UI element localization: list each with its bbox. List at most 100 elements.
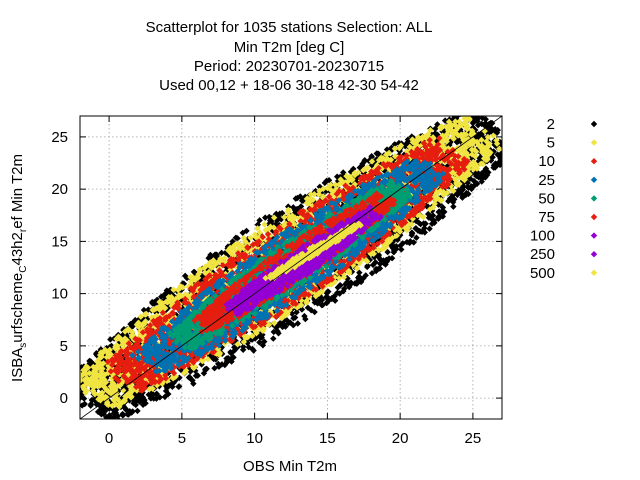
point-band-2-599 [340, 169, 347, 176]
point-band-2-1161 [453, 138, 461, 146]
point-band-2-2259 [267, 216, 274, 224]
point-band-2-352 [285, 203, 292, 210]
point-band-2-2061 [323, 299, 331, 306]
point-band-2-2269 [394, 236, 401, 244]
point-band-2-718 [333, 173, 341, 180]
point-band-2-1681 [469, 116, 471, 117]
point-band-2-1957 [511, 137, 517, 143]
point-band-2-1243 [132, 401, 139, 409]
point-band-2-1197 [374, 150, 381, 157]
point-band-2-1379 [504, 126, 510, 132]
point-band-2-683 [72, 371, 78, 377]
point-band-2-2282 [487, 126, 494, 134]
point-band-2-1782 [321, 179, 329, 187]
point-band-2-497 [71, 390, 77, 396]
point-band-5-91 [327, 181, 334, 189]
point-band-2-708 [134, 407, 141, 415]
point-band-2-1594 [86, 357, 93, 365]
point-band-2-2145 [391, 141, 398, 148]
point-band-2-2231 [202, 366, 209, 374]
point-band-5-1664 [69, 376, 75, 382]
point-band-2-1677 [175, 383, 182, 390]
point-band-2-1392 [472, 104, 478, 110]
point-band-2-1023 [72, 388, 78, 394]
point-band-2-58 [181, 272, 189, 280]
point-band-2-2114 [493, 129, 501, 136]
point-band-2-90 [297, 203, 305, 210]
point-band-2-1772 [512, 138, 518, 144]
point-band-2-1014 [71, 398, 77, 404]
point-band-2-2035 [473, 180, 481, 187]
point-band-2-2322 [363, 263, 371, 271]
point-band-2-1881 [506, 142, 512, 148]
point-band-2-2251 [245, 344, 252, 351]
point-band-2-1167 [397, 231, 404, 239]
point-band-2-2037 [455, 187, 463, 194]
point-band-2-686 [262, 214, 269, 221]
point-band-2-2249 [189, 377, 196, 384]
point-band-5-220 [234, 341, 241, 348]
point-band-2-2150 [479, 116, 486, 122]
point-band-2-1530 [210, 355, 217, 363]
point-band-2-2358 [239, 346, 247, 353]
point-band-2-1231 [450, 203, 457, 210]
point-band-2-1160 [256, 217, 263, 224]
point-band-2-2336 [279, 323, 286, 331]
point-band-2-1965 [361, 158, 368, 165]
point-band-2-1342 [162, 387, 170, 395]
point-band-5-593 [261, 221, 268, 228]
point-band-2-2181 [410, 239, 417, 246]
point-band-2-2364 [352, 280, 360, 287]
point-band-5-395 [396, 144, 403, 152]
point-band-2-2250 [454, 191, 461, 199]
point-band-2-1778 [128, 409, 135, 416]
point-band-2-2164 [425, 214, 433, 221]
point-band-2-1518 [504, 156, 510, 162]
point-band-2-777 [71, 373, 77, 379]
point-band-2-1293 [505, 144, 511, 150]
point-band-2-1799 [64, 382, 70, 388]
point-band-2-2125 [136, 398, 143, 405]
point-band-2-1882 [290, 322, 297, 329]
point-band-5-196 [332, 181, 339, 189]
point-band-2-1846 [69, 375, 75, 381]
point-band-2-752 [503, 145, 509, 151]
point-band-2-1734 [372, 259, 379, 266]
point-band-2-1476 [149, 300, 156, 307]
point-band-5-381 [391, 153, 399, 160]
point-band-2-454 [512, 133, 518, 139]
point-band-2-2279 [120, 411, 127, 419]
point-band-2-159 [71, 373, 77, 379]
point-band-2-2118 [482, 174, 489, 181]
point-band-5-73 [204, 356, 212, 363]
point-band-2-797 [510, 139, 516, 145]
point-band-2-1994 [215, 360, 222, 368]
point-band-2-654 [103, 414, 110, 419]
point-band-2-2016 [128, 338, 135, 345]
point-band-2-1738 [384, 248, 391, 256]
point-band-2-259 [161, 393, 169, 401]
point-band-2-1147 [418, 228, 426, 236]
point-band-5-162 [483, 138, 490, 145]
point-band-2-1494 [439, 204, 447, 211]
point-band-2-1516 [153, 391, 160, 398]
point-band-2-2314 [383, 146, 391, 153]
point-band-2-2003 [221, 361, 229, 369]
point-band-2-1990 [98, 411, 105, 418]
point-band-2-1280 [325, 288, 332, 295]
point-band-2-1836 [190, 268, 198, 276]
point-band-2-1963 [377, 260, 384, 268]
point-band-2-1228 [424, 203, 431, 211]
point-band-2-1832 [506, 148, 512, 154]
point-band-2-1144 [298, 306, 306, 313]
point-band-2-1988 [298, 197, 306, 204]
point-band-2-1541 [336, 290, 343, 297]
point-band-2-1319 [437, 213, 444, 220]
point-band-2-2147 [415, 219, 423, 226]
point-band-2-2394 [358, 162, 366, 169]
point-band-2-1791 [294, 194, 301, 202]
point-band-2-1875 [276, 210, 283, 217]
point-band-2-195 [470, 108, 476, 114]
point-band-2-2009 [107, 336, 114, 343]
